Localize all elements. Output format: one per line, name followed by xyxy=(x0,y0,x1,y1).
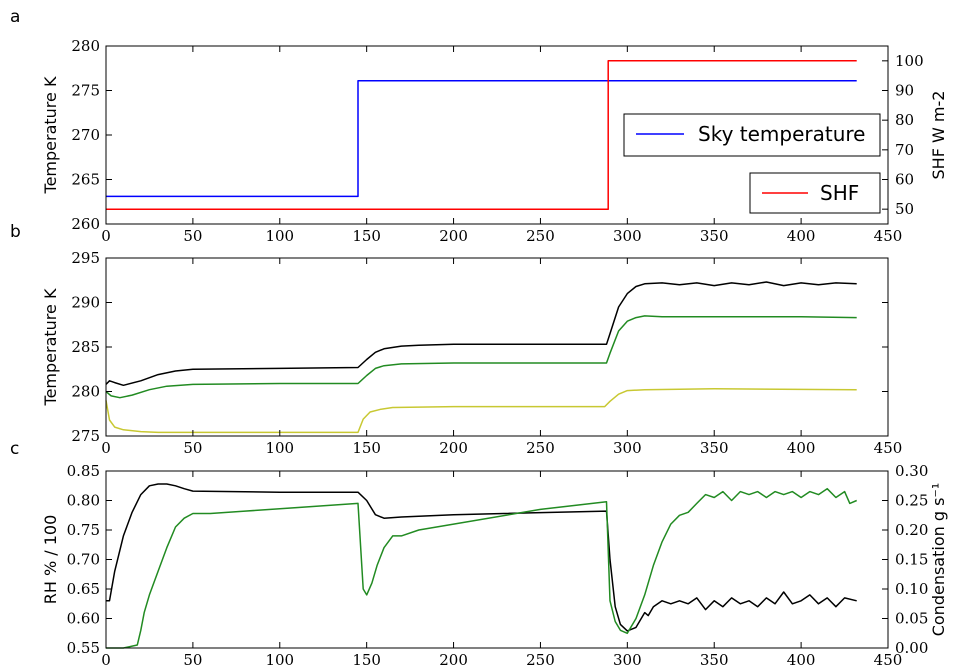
panel-a-ylabel: Temperature K xyxy=(41,76,60,194)
panel-b-xtick-label: 200 xyxy=(439,439,468,457)
panel-c-series-line-1 xyxy=(106,487,857,649)
panel-b-xtick-label: 350 xyxy=(700,439,729,457)
panel-c-xtick-label: 400 xyxy=(787,651,816,669)
legend-sky-label: Sky temperature xyxy=(698,122,865,146)
legend-sky-box xyxy=(623,113,881,157)
panel-c-ytick-label: 0.80 xyxy=(67,492,100,510)
panel-a-ytick-label: 275 xyxy=(71,82,100,100)
panel-c-ylabel: RH % / 100 xyxy=(41,515,60,605)
panel-a-xtick-label: 300 xyxy=(613,227,642,245)
legend-sky-temperature: Sky temperature xyxy=(623,113,881,157)
panel-c-plot-frame xyxy=(105,470,889,649)
panel-c-ytick-label: 0.70 xyxy=(67,551,100,569)
panel-c-chart: 0 50 100 150 200 250 300 350 400 450 0.55 0.60 0.65 0… xyxy=(41,462,948,669)
panel-c-xtick-label: 350 xyxy=(700,651,729,669)
panel-c-series-line-0 xyxy=(106,483,857,632)
panel-c-xtick-label: 0 xyxy=(101,651,111,669)
panel-c-y2tick-label: 0.00 xyxy=(895,639,928,657)
panel-b-plot-frame xyxy=(105,257,889,437)
panel-a-chart: 0 50 100 150 200 250 300 350 400 450 260 265 270 275 2… xyxy=(41,37,948,245)
panel-c-y2tick-label: 0.05 xyxy=(895,610,928,628)
panel-a-ytick-label: 280 xyxy=(71,37,100,55)
panel-a-y2tick-label: 50 xyxy=(895,200,914,218)
panel-a-series-line-1 xyxy=(106,60,857,210)
panel-c-y2tick-label: 0.15 xyxy=(895,551,928,569)
panel-a-y2tick-label: 90 xyxy=(895,82,914,100)
panel-a-y2tick-label: 60 xyxy=(895,171,914,189)
legend-shf-label: SHF xyxy=(820,181,859,205)
panel-b-xtick-label: 300 xyxy=(613,439,642,457)
panel-b-xtick-label: 100 xyxy=(265,439,294,457)
panel-a-ytick-label: 260 xyxy=(71,215,100,233)
panel-b-xtick-label: 450 xyxy=(874,439,903,457)
panel-a-xtick-label: 200 xyxy=(439,227,468,245)
panel-b-ytick-label: 275 xyxy=(71,427,100,445)
panel-letter-a: a xyxy=(10,7,20,27)
panel-c-xtick-label: 300 xyxy=(613,651,642,669)
panel-b-xtick-label: 0 xyxy=(101,439,111,457)
panel-a-xtick-label: 100 xyxy=(265,227,294,245)
panel-a-ytick-label: 270 xyxy=(71,126,100,144)
panel-b-ytick-label: 285 xyxy=(71,338,100,356)
panel-b-series-line-2 xyxy=(105,388,857,434)
panel-c-xtick-label: 100 xyxy=(265,651,294,669)
panel-a-xtick-label: 150 xyxy=(352,227,381,245)
panel-a-series-line-0 xyxy=(106,79,857,198)
panel-c-ytick-label: 0.75 xyxy=(67,521,100,539)
panel-c-ytick-label: 0.65 xyxy=(67,580,100,598)
panel-b-xtick-label: 400 xyxy=(787,439,816,457)
panel-b-ytick-label: 295 xyxy=(71,249,100,267)
panel-b-ytick-label: 290 xyxy=(71,294,100,312)
panel-b-series-line-1 xyxy=(105,315,857,399)
panel-a-xtick-label: 450 xyxy=(874,227,903,245)
panel-c-y2tick-label: 0.30 xyxy=(895,462,928,480)
panel-a-xtick-label: 400 xyxy=(787,227,816,245)
panel-b-xtick-label: 50 xyxy=(183,439,202,457)
panel-c-xtick-label: 250 xyxy=(526,651,555,669)
panel-c-y2tick-label: 0.10 xyxy=(895,580,928,598)
panel-letter-b: b xyxy=(10,222,21,242)
panel-a-xtick-label: 250 xyxy=(526,227,555,245)
panel-a-y2tick-label: 80 xyxy=(895,111,914,129)
legend-shf-box xyxy=(749,172,881,214)
panel-a-y2tick-label: 70 xyxy=(895,141,914,159)
panel-c-xtick-label: 150 xyxy=(352,651,381,669)
panel-c-xtick-label: 50 xyxy=(183,651,202,669)
panel-c-ytick-label: 0.85 xyxy=(67,462,100,480)
panel-b-chart: 0 50 100 150 200 250 300 350 400 450 275 280 285 290 2… xyxy=(41,249,902,457)
panel-a-ytick-label: 265 xyxy=(71,171,100,189)
panel-b-ylabel: Temperature K xyxy=(41,288,60,406)
panel-a-y2label: SHF W m-2 xyxy=(929,91,948,180)
panel-a-xtick-label: 0 xyxy=(101,227,111,245)
panel-c-xtick-label: 450 xyxy=(874,651,903,669)
panel-a-xtick-label: 50 xyxy=(183,227,202,245)
panel-c-ytick-label: 0.55 xyxy=(67,639,100,657)
panel-a-y2tick-label: 100 xyxy=(895,52,924,70)
legend-shf: SHF xyxy=(749,172,881,214)
panel-c-ytick-label: 0.60 xyxy=(67,610,100,628)
panel-a-xtick-label: 350 xyxy=(700,227,729,245)
panel-c-y2label: Condensation g s⁻¹ xyxy=(929,483,948,637)
panel-b-xtick-label: 150 xyxy=(352,439,381,457)
panel-c-xtick-label: 200 xyxy=(439,651,468,669)
panel-c-y2tick-label: 0.25 xyxy=(895,492,928,510)
panel-letter-c: c xyxy=(10,439,19,459)
panel-b-series-line-0 xyxy=(105,281,857,387)
panel-b-xtick-label: 250 xyxy=(526,439,555,457)
panel-b-ytick-label: 280 xyxy=(71,383,100,401)
panel-c-y2tick-label: 0.20 xyxy=(895,521,928,539)
